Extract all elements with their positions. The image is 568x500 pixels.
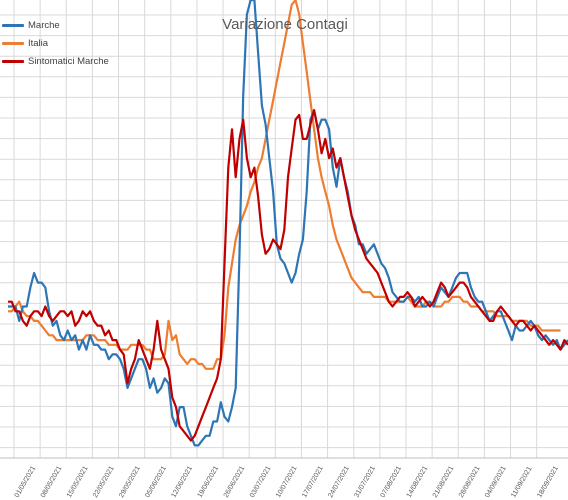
x-tick-label: 14/08/2021 [406, 465, 430, 499]
x-tick-label: 08/05/2021 [40, 465, 64, 499]
series-layer [8, 0, 568, 447]
legend-swatch [2, 59, 24, 63]
x-tick-label: 05/06/2021 [144, 465, 168, 499]
legend-item-italia: Italia [2, 34, 109, 52]
series-line-sintomatici-marche [8, 109, 568, 442]
x-tick-label: 28/08/2021 [458, 465, 482, 499]
x-tick-label: 31/07/2021 [353, 465, 377, 499]
chart-title: Variazione Contagi [222, 16, 348, 33]
chart-legend: Marche Italia Sintomatici Marche [2, 16, 109, 70]
series-line-marche [8, 0, 568, 447]
legend-swatch [2, 41, 24, 45]
x-tick-label: 04/09/2021 [484, 465, 508, 499]
legend-label: Marche [28, 19, 60, 31]
x-tick-label: 03/07/2021 [249, 465, 273, 499]
x-tick-label: 29/05/2021 [118, 465, 142, 499]
x-tick-label: 01/05/2021 [14, 465, 38, 499]
x-tick-label: 15/05/2021 [66, 465, 90, 499]
legend-item-sintomatici-marche: Sintomatici Marche [2, 52, 109, 70]
x-tick-label: 12/06/2021 [170, 465, 194, 499]
x-tick-label: 26/06/2021 [223, 465, 247, 499]
series-line-italia [8, 0, 561, 370]
x-tick-label: 19/06/2021 [197, 465, 221, 499]
x-tick-label: 22/05/2021 [92, 465, 116, 499]
legend-swatch [2, 23, 24, 27]
legend-label: Italia [28, 37, 49, 49]
x-tick-label: 21/08/2021 [432, 465, 456, 499]
x-tick-label: 11/09/2021 [510, 466, 533, 499]
x-tick-label: 07/08/2021 [380, 465, 404, 499]
x-axis-ticks: 01/05/2021 08/05/2021 15/05/2021 22/05/2021… [14, 465, 560, 499]
x-tick-label: 17/07/2021 [301, 465, 325, 499]
legend-item-marche: Marche [2, 16, 109, 34]
x-tick-label: 10/07/2021 [275, 465, 299, 499]
x-tick-label: 18/09/2021 [536, 465, 560, 499]
x-tick-label: 24/07/2021 [327, 465, 351, 499]
legend-label: Sintomatici Marche [28, 55, 109, 67]
